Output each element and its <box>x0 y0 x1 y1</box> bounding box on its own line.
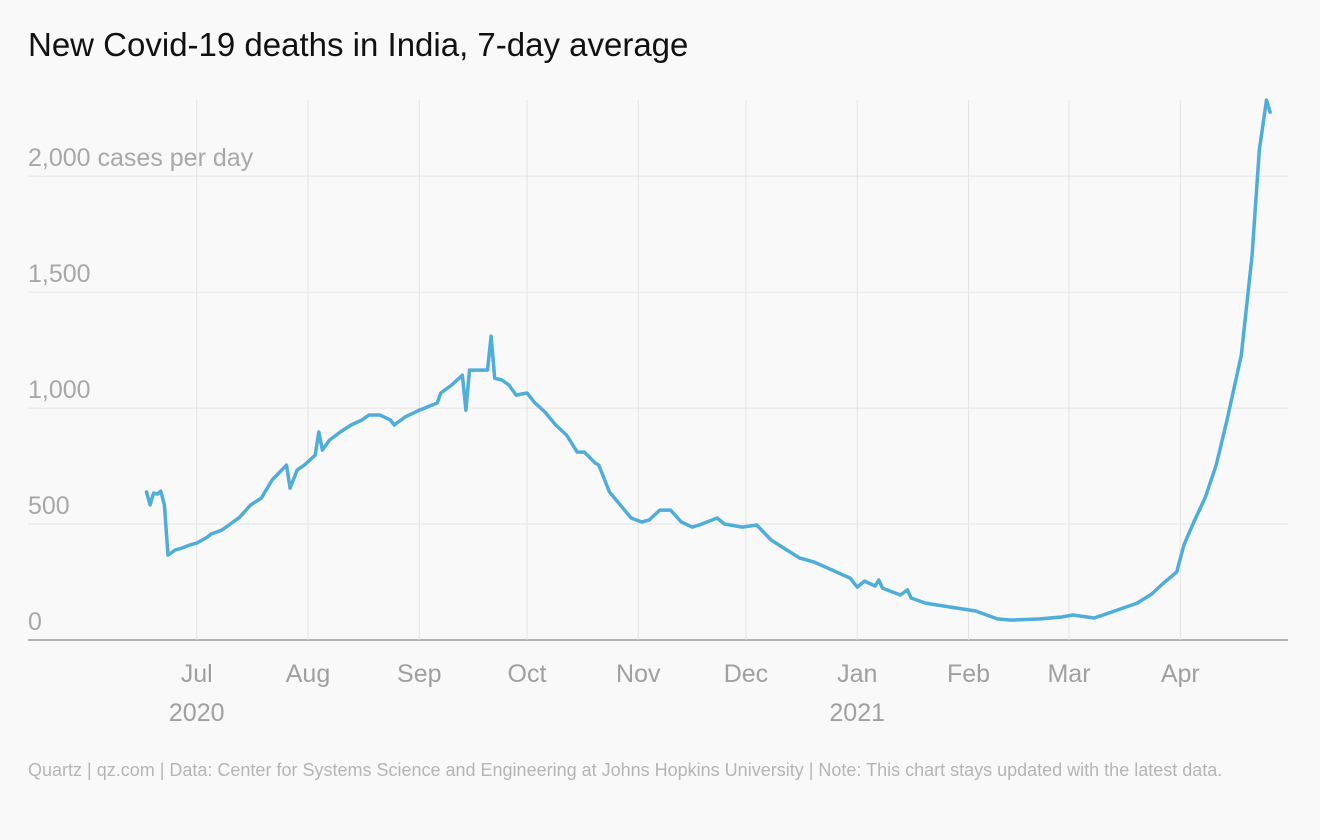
x-tick-label: Jul <box>181 660 213 688</box>
chart: 0 500 1,000 1,500 2,000 cases per day Jul Aug S… <box>28 98 1288 727</box>
x-tick-label: Aug <box>286 660 330 688</box>
y-tick-label: 500 <box>28 492 70 520</box>
y-tick-label: 1,500 <box>28 260 91 288</box>
x-tick-label: Feb <box>947 660 990 688</box>
x-tick-label: Dec <box>724 660 768 688</box>
y-tick-label: 0 <box>28 608 42 636</box>
y-tick-label: 2,000 cases per day <box>28 144 254 172</box>
year-label: 2021 <box>829 699 885 727</box>
y-tick-label: 1,000 <box>28 376 91 404</box>
source-note: Quartz | qz.com | Data: Center for Syste… <box>28 760 1223 780</box>
x-tick-label: Nov <box>616 660 661 688</box>
x-tick-label: Mar <box>1047 660 1090 688</box>
chart-title: New Covid-19 deaths in India, 7-day aver… <box>28 26 689 63</box>
x-tick-label: Jan <box>837 660 877 688</box>
x-tick-label: Apr <box>1161 660 1200 688</box>
x-tick-label: Sep <box>397 660 441 688</box>
year-label: 2020 <box>169 699 225 727</box>
x-tick-label: Oct <box>508 660 547 688</box>
data-line <box>144 98 1272 622</box>
